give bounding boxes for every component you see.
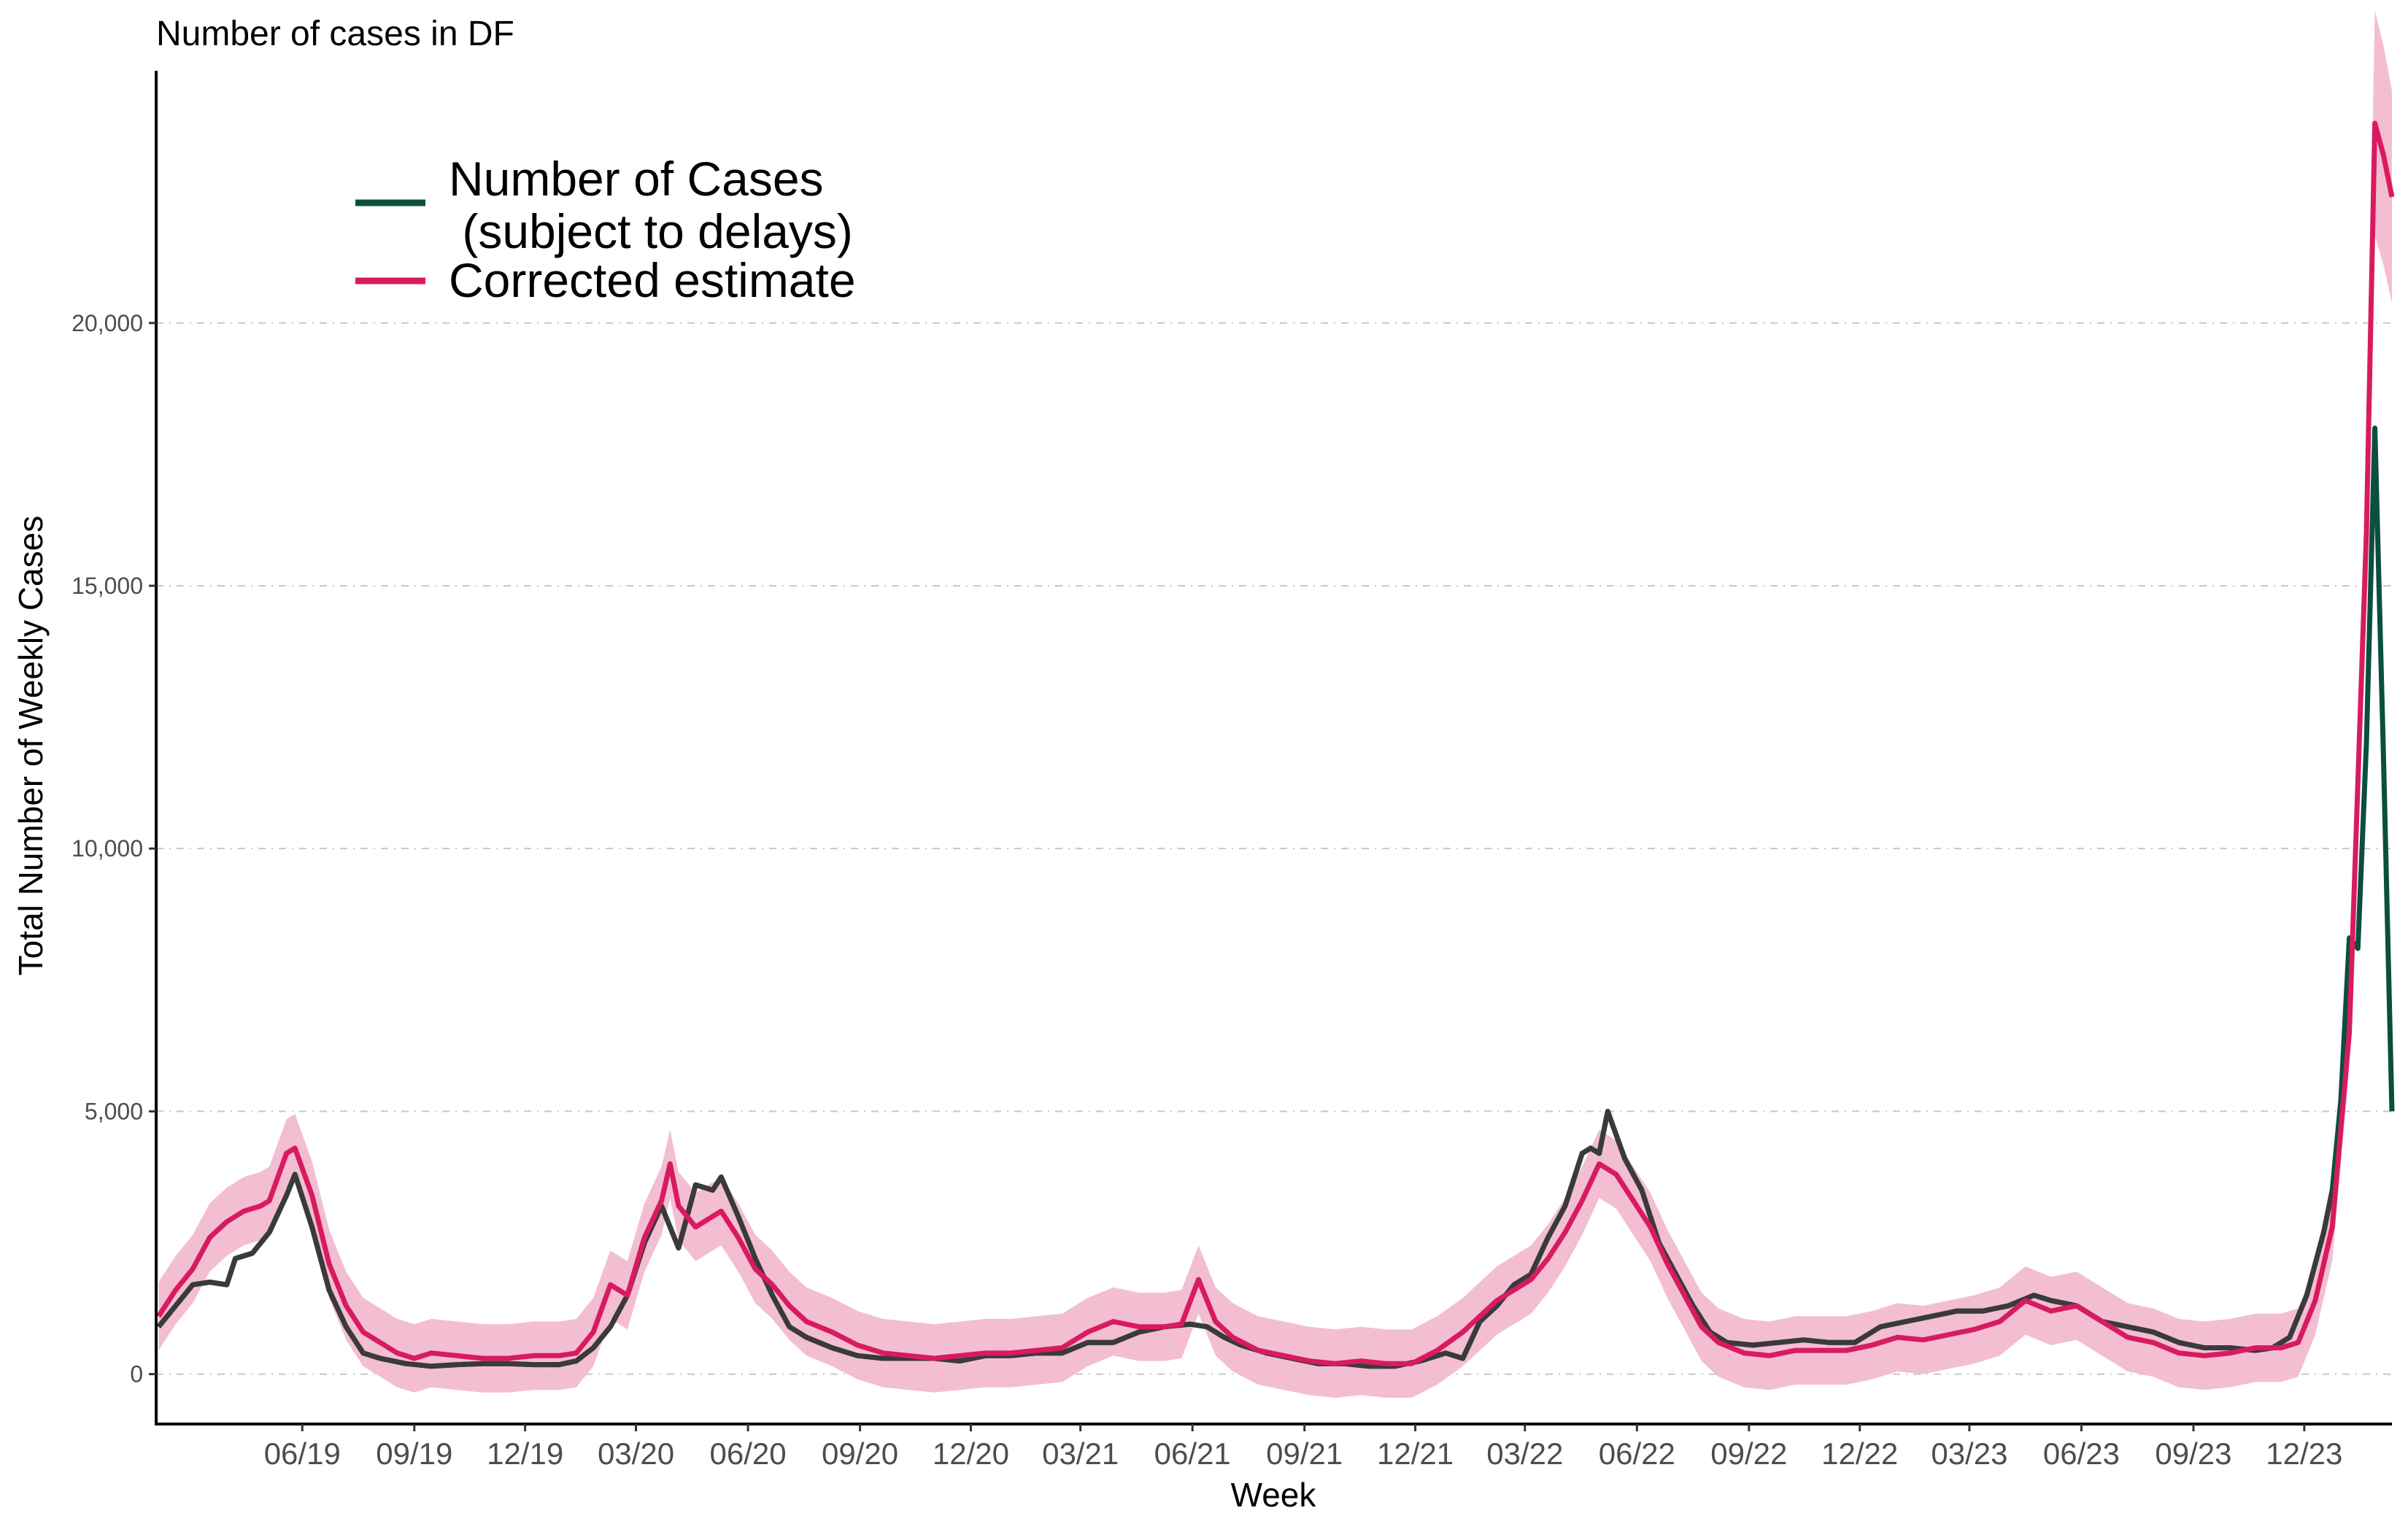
y-tick-label: 0 xyxy=(130,1361,143,1388)
y-tick-label: 15,000 xyxy=(72,573,143,599)
x-tick-label: 06/20 xyxy=(710,1436,787,1471)
y-tick-label: 5,000 xyxy=(85,1098,143,1124)
x-axis-title: Week xyxy=(1231,1476,1317,1514)
observed-line-settled xyxy=(156,1108,2335,1369)
x-tick-label: 12/22 xyxy=(1821,1436,1898,1471)
x-tick-label: 12/21 xyxy=(1377,1436,1454,1471)
x-tick-label: 06/23 xyxy=(2043,1436,2120,1471)
x-tick-label: 03/23 xyxy=(1931,1436,2007,1471)
x-tick-label: 09/20 xyxy=(822,1436,898,1471)
x-tick-layer: 06/19 09/19 12/19 03/20 06/20 09/20 12/20 03/21… xyxy=(264,1424,2342,1471)
legend-label-observed-line1: Number of Cases xyxy=(449,152,824,206)
x-tick-label: 09/23 xyxy=(2155,1436,2231,1471)
x-tick-label: 06/21 xyxy=(1154,1436,1231,1471)
x-tick-label: 03/20 xyxy=(598,1436,674,1471)
y-axis-title: Total Number of Weekly Cases xyxy=(12,516,50,976)
legend-label-corrected: Corrected estimate xyxy=(449,253,856,307)
x-tick-label: 12/19 xyxy=(487,1436,563,1471)
y-tick-label: 20,000 xyxy=(72,310,143,336)
corrected-line xyxy=(156,120,2395,1366)
x-tick-label: 09/19 xyxy=(376,1436,452,1471)
y-tick-label: 10,000 xyxy=(72,835,143,862)
line-layer xyxy=(156,120,2395,1369)
x-tick-label: 09/22 xyxy=(1710,1436,1787,1471)
x-tick-label: 03/22 xyxy=(1486,1436,1563,1471)
legend: Number of Cases (subject to delays) Corr… xyxy=(355,152,856,307)
x-tick-label: 09/21 xyxy=(1266,1436,1343,1471)
chart-title: Number of cases in DF xyxy=(156,15,514,53)
legend-label-observed-line2: (subject to delays) xyxy=(449,204,853,258)
y-tick-layer: 0 5,000 10,000 15,000 20,000 xyxy=(72,310,156,1388)
x-tick-label: 12/20 xyxy=(933,1436,1009,1471)
x-tick-label: 06/22 xyxy=(1599,1436,1675,1471)
x-tick-label: 06/19 xyxy=(264,1436,341,1471)
x-tick-label: 12/23 xyxy=(2266,1436,2342,1471)
x-tick-label: 03/21 xyxy=(1042,1436,1119,1471)
